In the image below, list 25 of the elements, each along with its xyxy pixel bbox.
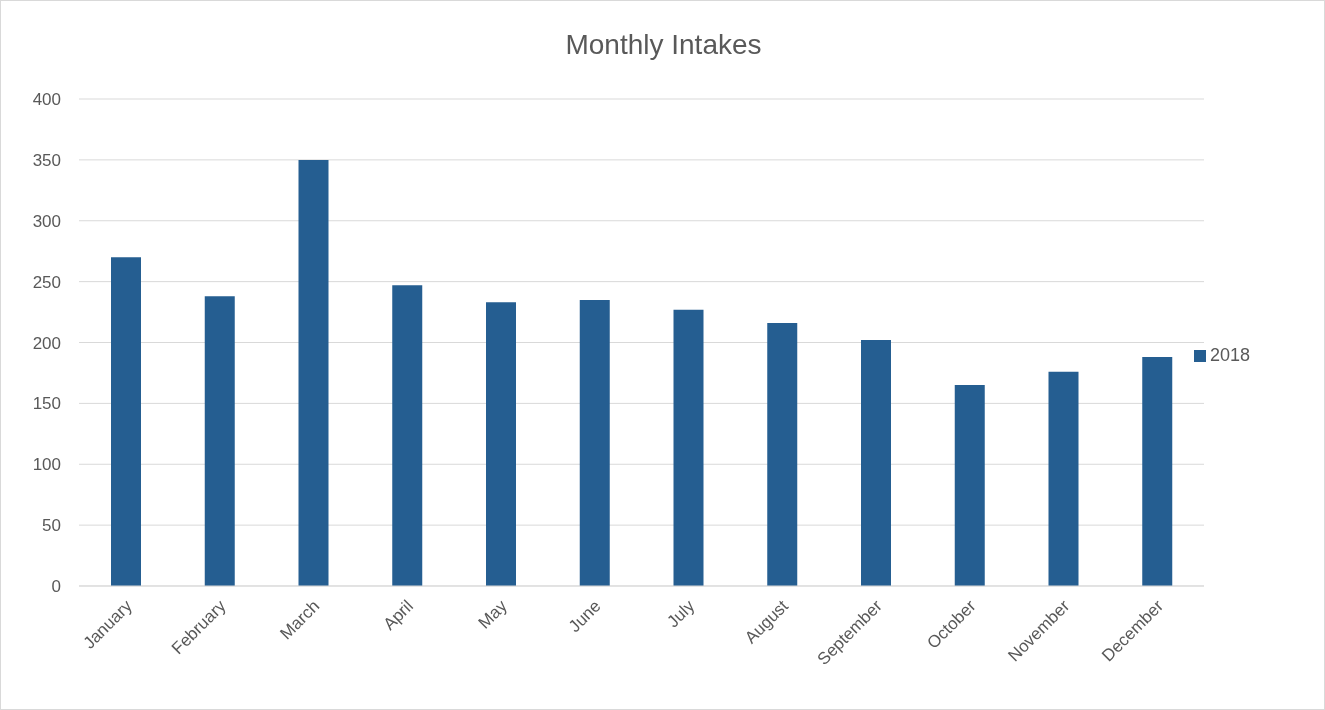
chart-title: Monthly Intakes xyxy=(564,29,763,61)
bar xyxy=(767,323,798,586)
y-tick-label: 50 xyxy=(42,516,61,536)
bar xyxy=(392,285,423,586)
bar xyxy=(204,296,235,586)
bar xyxy=(1142,357,1173,586)
x-tick-label: July xyxy=(663,596,699,632)
y-tick-label: 300 xyxy=(32,211,61,231)
legend-label: 2018 xyxy=(1210,344,1251,365)
bar xyxy=(486,302,516,586)
y-tick-label: 0 xyxy=(51,577,61,597)
bar xyxy=(673,309,704,586)
y-tick-label: 250 xyxy=(32,272,61,292)
y-tick-label: 100 xyxy=(32,455,61,475)
bar xyxy=(298,159,329,586)
bar xyxy=(111,257,141,586)
bar xyxy=(1048,371,1079,586)
bar xyxy=(861,340,891,586)
bar xyxy=(954,385,985,586)
x-tick-label: May xyxy=(474,596,512,633)
y-tick-label: 350 xyxy=(32,150,61,170)
y-tick-label: 200 xyxy=(32,333,61,353)
y-tick-label: 150 xyxy=(32,394,61,414)
bar xyxy=(579,299,610,586)
y-tick-label: 400 xyxy=(32,90,61,110)
